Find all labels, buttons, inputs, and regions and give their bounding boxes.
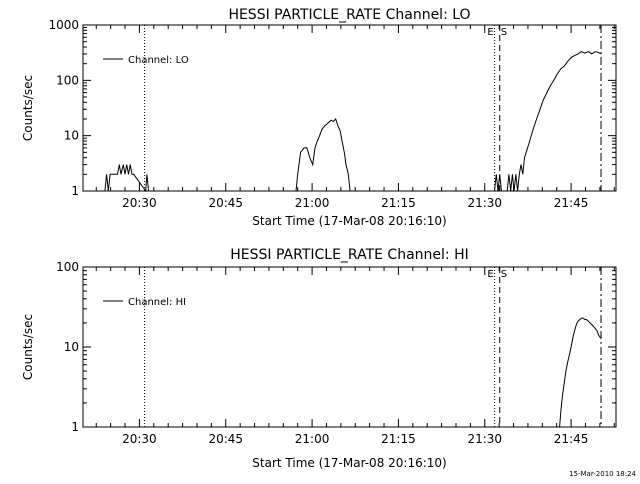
- top-plot-frame: [82, 24, 617, 192]
- bottom-x-tick-label: 21:30: [467, 432, 502, 446]
- bottom-series-line: [559, 317, 601, 428]
- top-x-tick-label: 20:45: [208, 196, 243, 210]
- top-x-tick-label: 21:30: [467, 196, 502, 210]
- bottom-marker-label: S: [501, 269, 507, 280]
- top-chart-title: HESSI PARTICLE_RATE Channel: LO: [228, 7, 470, 23]
- top-x-axis-label: Start Time (17-Mar-08 20:16:10): [252, 214, 446, 228]
- bottom-y-tick-label: 1: [71, 420, 79, 434]
- timestamp-stamp: 15-Mar-2010 18:24: [569, 470, 636, 478]
- bottom-x-tick-label: 21:00: [295, 432, 330, 446]
- bottom-plot-frame: [82, 266, 617, 428]
- bottom-y-tick-label: 10: [64, 340, 79, 354]
- top-y-tick-label: 1000: [48, 18, 79, 32]
- top-marker-label: E: [487, 27, 493, 38]
- bottom-x-tick-label: 21:15: [381, 432, 416, 446]
- bottom-x-tick-label: 20:45: [208, 432, 243, 446]
- bottom-x-tick-label: 21:45: [554, 432, 589, 446]
- bottom-x-axis-label: Start Time (17-Mar-08 20:16:10): [252, 456, 446, 470]
- bottom-y-axis-label: Counts/sec: [21, 314, 35, 380]
- bottom-y-tick-label: 100: [56, 260, 79, 274]
- top-legend-label: Channel: LO: [128, 55, 189, 66]
- bottom-marker-label: E: [487, 269, 493, 280]
- top-x-tick-label: 21:00: [295, 196, 330, 210]
- top-x-tick-label: 20:30: [122, 196, 157, 210]
- top-series-line: [104, 51, 601, 193]
- top-x-tick-label: 21:15: [381, 196, 416, 210]
- bottom-legend-label: Channel: HI: [128, 297, 186, 308]
- top-y-axis-label: Counts/sec: [21, 75, 35, 141]
- bottom-chart-title: HESSI PARTICLE_RATE Channel: HI: [230, 247, 468, 263]
- top-y-tick-label: 1: [71, 184, 79, 198]
- top-y-tick-label: 100: [56, 73, 79, 87]
- top-x-tick-label: 21:45: [554, 196, 589, 210]
- bottom-x-tick-label: 20:30: [122, 432, 157, 446]
- top-y-tick-label: 10: [64, 129, 79, 143]
- top-marker-label: S: [501, 27, 507, 38]
